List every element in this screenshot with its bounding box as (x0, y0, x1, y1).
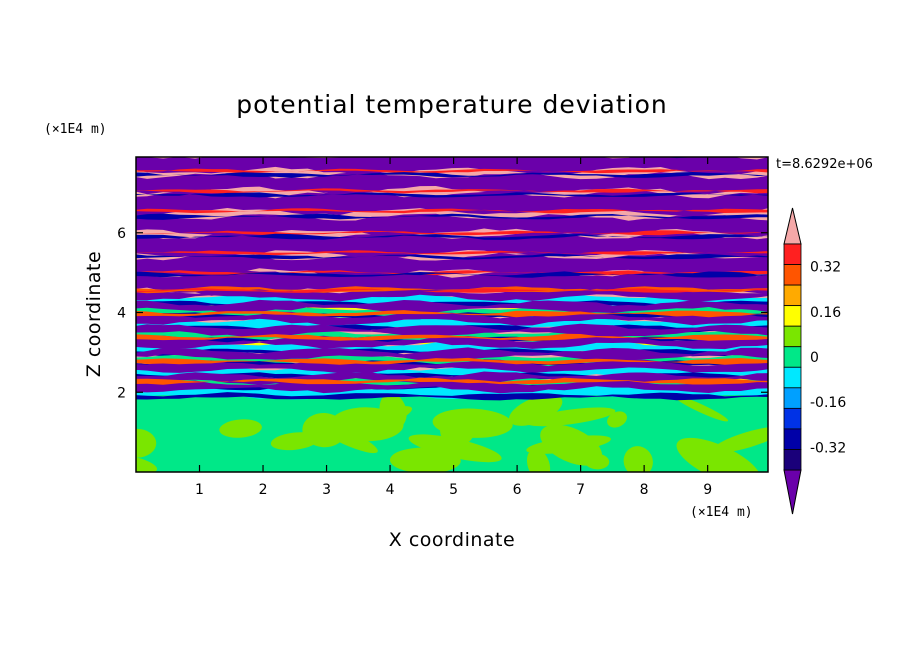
colorbar-tick-label: 0.16 (810, 305, 841, 321)
x-tick-label: 9 (703, 482, 712, 498)
x-tick-label: 1 (195, 482, 204, 498)
colorbar-swatch (783, 346, 802, 368)
y-unit-label: (×1E4 m) (44, 122, 107, 137)
colorbar-swatch (783, 428, 802, 450)
x-tick-label: 8 (640, 482, 649, 498)
colorbar-tick-label: 0.32 (810, 260, 841, 276)
x-tick-label: 5 (449, 482, 458, 498)
colorbar-swatch (783, 284, 802, 307)
colorbar-tick-label: -0.32 (810, 440, 846, 456)
colorbar-over-arrow (783, 207, 802, 245)
field-band (136, 230, 768, 236)
field-patch (674, 395, 729, 422)
field-patch (526, 448, 551, 472)
field-patch (623, 446, 653, 472)
field-band (136, 288, 768, 293)
y-tick-label: 4 (117, 306, 126, 322)
field-band (136, 286, 768, 294)
field-band (136, 347, 768, 361)
x-unit-label: (×1E4 m) (690, 505, 753, 520)
field-band (136, 168, 768, 174)
field-patch (540, 424, 603, 466)
field-patch (314, 421, 378, 454)
x-tick-label: 6 (513, 482, 522, 498)
field-band (136, 213, 768, 220)
field-band (136, 233, 768, 240)
field-patch (379, 393, 407, 429)
x-tick-label: 3 (322, 482, 331, 498)
field-band (136, 252, 768, 277)
field-band (136, 213, 768, 237)
field-band (136, 310, 768, 318)
field-band (136, 323, 768, 338)
plot-frame (135, 156, 769, 473)
field-band (136, 253, 768, 260)
y-tick-label: 2 (117, 385, 126, 401)
field-band (136, 299, 768, 314)
field-patch (408, 434, 502, 463)
field-band (136, 270, 768, 276)
field-band (136, 333, 768, 341)
field-patch (219, 419, 262, 438)
field-band (136, 311, 768, 326)
x-tick-label: 4 (386, 482, 395, 498)
colorbar-swatch (783, 264, 802, 286)
colorbar-swatch (783, 407, 802, 430)
field-band (136, 188, 768, 194)
x-axis: 1 2 3 4 5 6 7 8 9 (195, 157, 712, 498)
field-patch (712, 426, 768, 453)
field-band (136, 157, 768, 175)
colorbar-swatch (783, 366, 802, 389)
field-band (136, 271, 768, 278)
colorbar-swatch (783, 305, 802, 327)
field-band (136, 250, 768, 256)
x-tick-label: 2 (259, 482, 268, 498)
field-patch (525, 407, 616, 427)
heatmap-field (136, 157, 768, 472)
field-band (136, 377, 768, 385)
colorbar-tick-label: -0.16 (810, 395, 846, 411)
field-band (136, 359, 768, 374)
field-patch (136, 428, 157, 458)
field-band (136, 392, 768, 401)
field-patch (270, 432, 319, 451)
time-label: t=8.6292e+06 (776, 157, 873, 172)
field-band (136, 357, 768, 365)
x-axis-label: X coordinate (389, 529, 515, 551)
field-patch (676, 437, 761, 472)
field-band (136, 172, 768, 178)
field-patch (607, 411, 627, 428)
chart-title: potential temperature deviation (236, 90, 667, 119)
colorbar-tick-label: 0 (810, 350, 819, 366)
field-band (136, 172, 768, 195)
colorbar-swatch (783, 387, 802, 409)
colorbar-under-arrow (783, 469, 802, 515)
field-band (136, 192, 768, 198)
field-patch (584, 453, 610, 470)
y-tick-label: 6 (117, 226, 126, 242)
field-band (136, 208, 768, 214)
colorbar-swatch (783, 449, 802, 471)
colorbar: 0.32 0.16 0 -0.16 -0.32 (783, 207, 846, 515)
colorbar-swatch (783, 243, 802, 265)
colorbar-swatch (783, 325, 802, 348)
y-axis-label: Z coordinate (83, 251, 105, 377)
x-tick-label: 7 (576, 482, 585, 498)
field-patch (508, 394, 563, 426)
y-axis: 2 4 6 (117, 226, 768, 401)
